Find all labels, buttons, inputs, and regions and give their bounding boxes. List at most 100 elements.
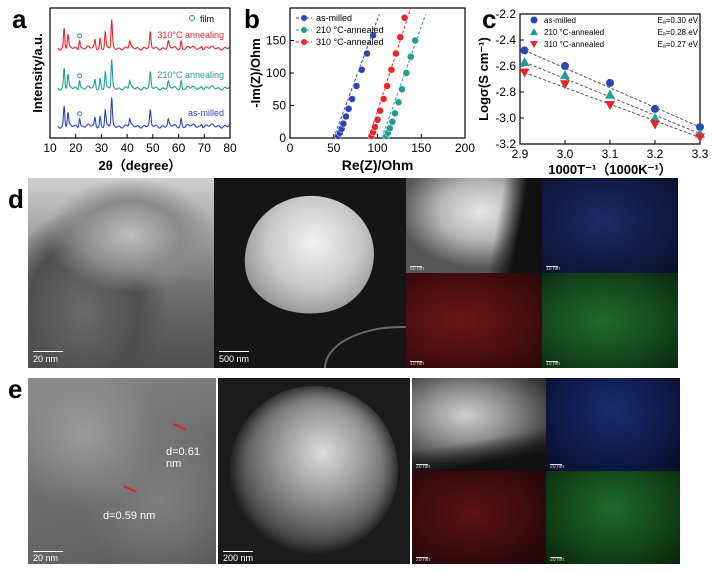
legend-marker [189,15,195,21]
scale-label: 20 nm [550,464,564,470]
data-point [560,70,570,80]
legend-label: film [200,14,214,24]
scale-label: 20 nm [33,553,59,563]
x-axis-label: Re(Z)/Ohm [342,157,414,173]
data-point [396,33,404,41]
data-point [400,14,409,22]
y-axis-label: -Im(Z)/Ohm [248,38,263,107]
y-tick-label: -2.6 [495,59,516,73]
activation-energy-label: Eₐ=0.27 eV [657,40,698,49]
xrd-series-line [57,97,231,129]
legend-label: 210 °C-annealed [316,25,384,35]
y-axis-label: Intensity/a.u. [30,33,45,112]
support-film [324,326,406,368]
x-tick-label: 100 [367,141,387,155]
data-point [407,53,415,61]
scale-label: 200 nm [223,553,254,563]
x-axis-label: 2θ（degree） [99,158,182,173]
haadf-image-e: 200 nm [218,378,410,564]
data-point [379,95,388,103]
legend-marker [301,39,307,45]
data-point [387,66,396,74]
data-point [386,124,394,132]
data-point [519,57,530,67]
data-point [383,82,391,90]
eds-map-blue-d: 10 nm [542,178,678,273]
eds-haadf-d: 50 nm [406,178,542,273]
scale-label: 20 nm [550,557,564,563]
panel-label-d: d [8,184,24,214]
data-point [411,36,419,45]
xrd-series-line [57,59,231,91]
data-point [605,89,615,99]
scale-label: 10 nm [410,361,424,367]
x-tick-label: 10 [43,141,57,155]
data-point [402,69,411,77]
d-spacing-label: d=0.61 nm [166,446,200,470]
eds-map-green-e: 20 nm [546,471,680,564]
film-peak-marker [77,33,83,39]
x-tick-label: 150 [411,141,431,155]
data-point [342,112,350,121]
data-point [605,101,615,110]
y-tick-label: -2.8 [495,85,516,99]
x-tick-label: 60 [172,141,186,155]
eds-map-blue-e: 20 nm [546,378,680,471]
fit-line [524,61,701,135]
data-point [650,120,660,130]
x-tick-label: 40 [120,141,134,155]
data-point [373,116,382,124]
fit-line [333,14,380,139]
series-label: 310°C annealing [157,30,224,40]
x-tick-label: 70 [198,141,212,155]
xrd-chart: 10 20 30 40 50 60 70 80 2θ（degree） Intensity/a.u.… [30,7,237,173]
activation-energy-label: Eₐ=0.30 eV [657,16,698,25]
data-point [392,49,400,58]
fit-line [381,14,427,139]
data-point [520,46,529,55]
data-point [391,109,399,118]
data-point [696,123,704,132]
data-point [352,82,361,90]
data-point [695,133,705,143]
series-label: as-milled [188,108,224,118]
legend-label: as-milled [316,13,352,23]
legend-marker [301,15,307,21]
x-tick-label: 30 [95,141,109,155]
y-tick-label: 100 [266,66,286,80]
plot-frame [49,7,231,139]
x-tick-label: 0 [287,141,294,155]
data-point [339,119,348,128]
data-point [651,104,659,113]
data-point [376,106,384,115]
panel-label-b: b [244,4,260,34]
y-tick-label: 150 [266,34,286,48]
fit-line [524,49,701,128]
legend-label: as-milled [544,16,576,25]
legend-label: 310 °C-annealed [544,40,604,49]
particle [230,386,398,554]
legend-label: 310 °C-annealed [316,37,384,47]
fit-line [524,72,701,138]
conductivity-chart: 2.9 3.0 3.1 3.2 3.3 -2.2 -2.4 -2.6 -2.8 -3.0 -3.2 1… [476,7,709,177]
eds-map-green-d: 10 nm [542,273,678,368]
series-label: 210°C annealing [157,70,224,80]
x-tick-label: 50 [146,141,160,155]
hrtem-image-e: d=0.61 nm d=0.59 nm 20 nm [28,378,216,564]
y-tick-label: -3.2 [495,137,516,151]
data-point [398,85,406,93]
y-axis-label: Logσ(S cm⁻¹) [476,37,491,121]
particle [236,187,382,323]
y-tick-label: 0 [279,131,286,145]
eds-map-red-d: 10 nm [406,273,542,368]
x-tick-label: 50 [327,141,341,155]
tem-image-d: 20 nm [28,178,214,368]
data-point [371,123,379,131]
panel-label-c: c [482,4,497,34]
x-tick-label: 200 [455,141,475,155]
x-tick-label: 3.3 [692,147,709,161]
film-peak-marker [77,73,83,79]
data-point [344,105,353,113]
x-tick-label: 2.9 [512,147,529,161]
eds-haadf-e: 20 nm [412,378,546,471]
